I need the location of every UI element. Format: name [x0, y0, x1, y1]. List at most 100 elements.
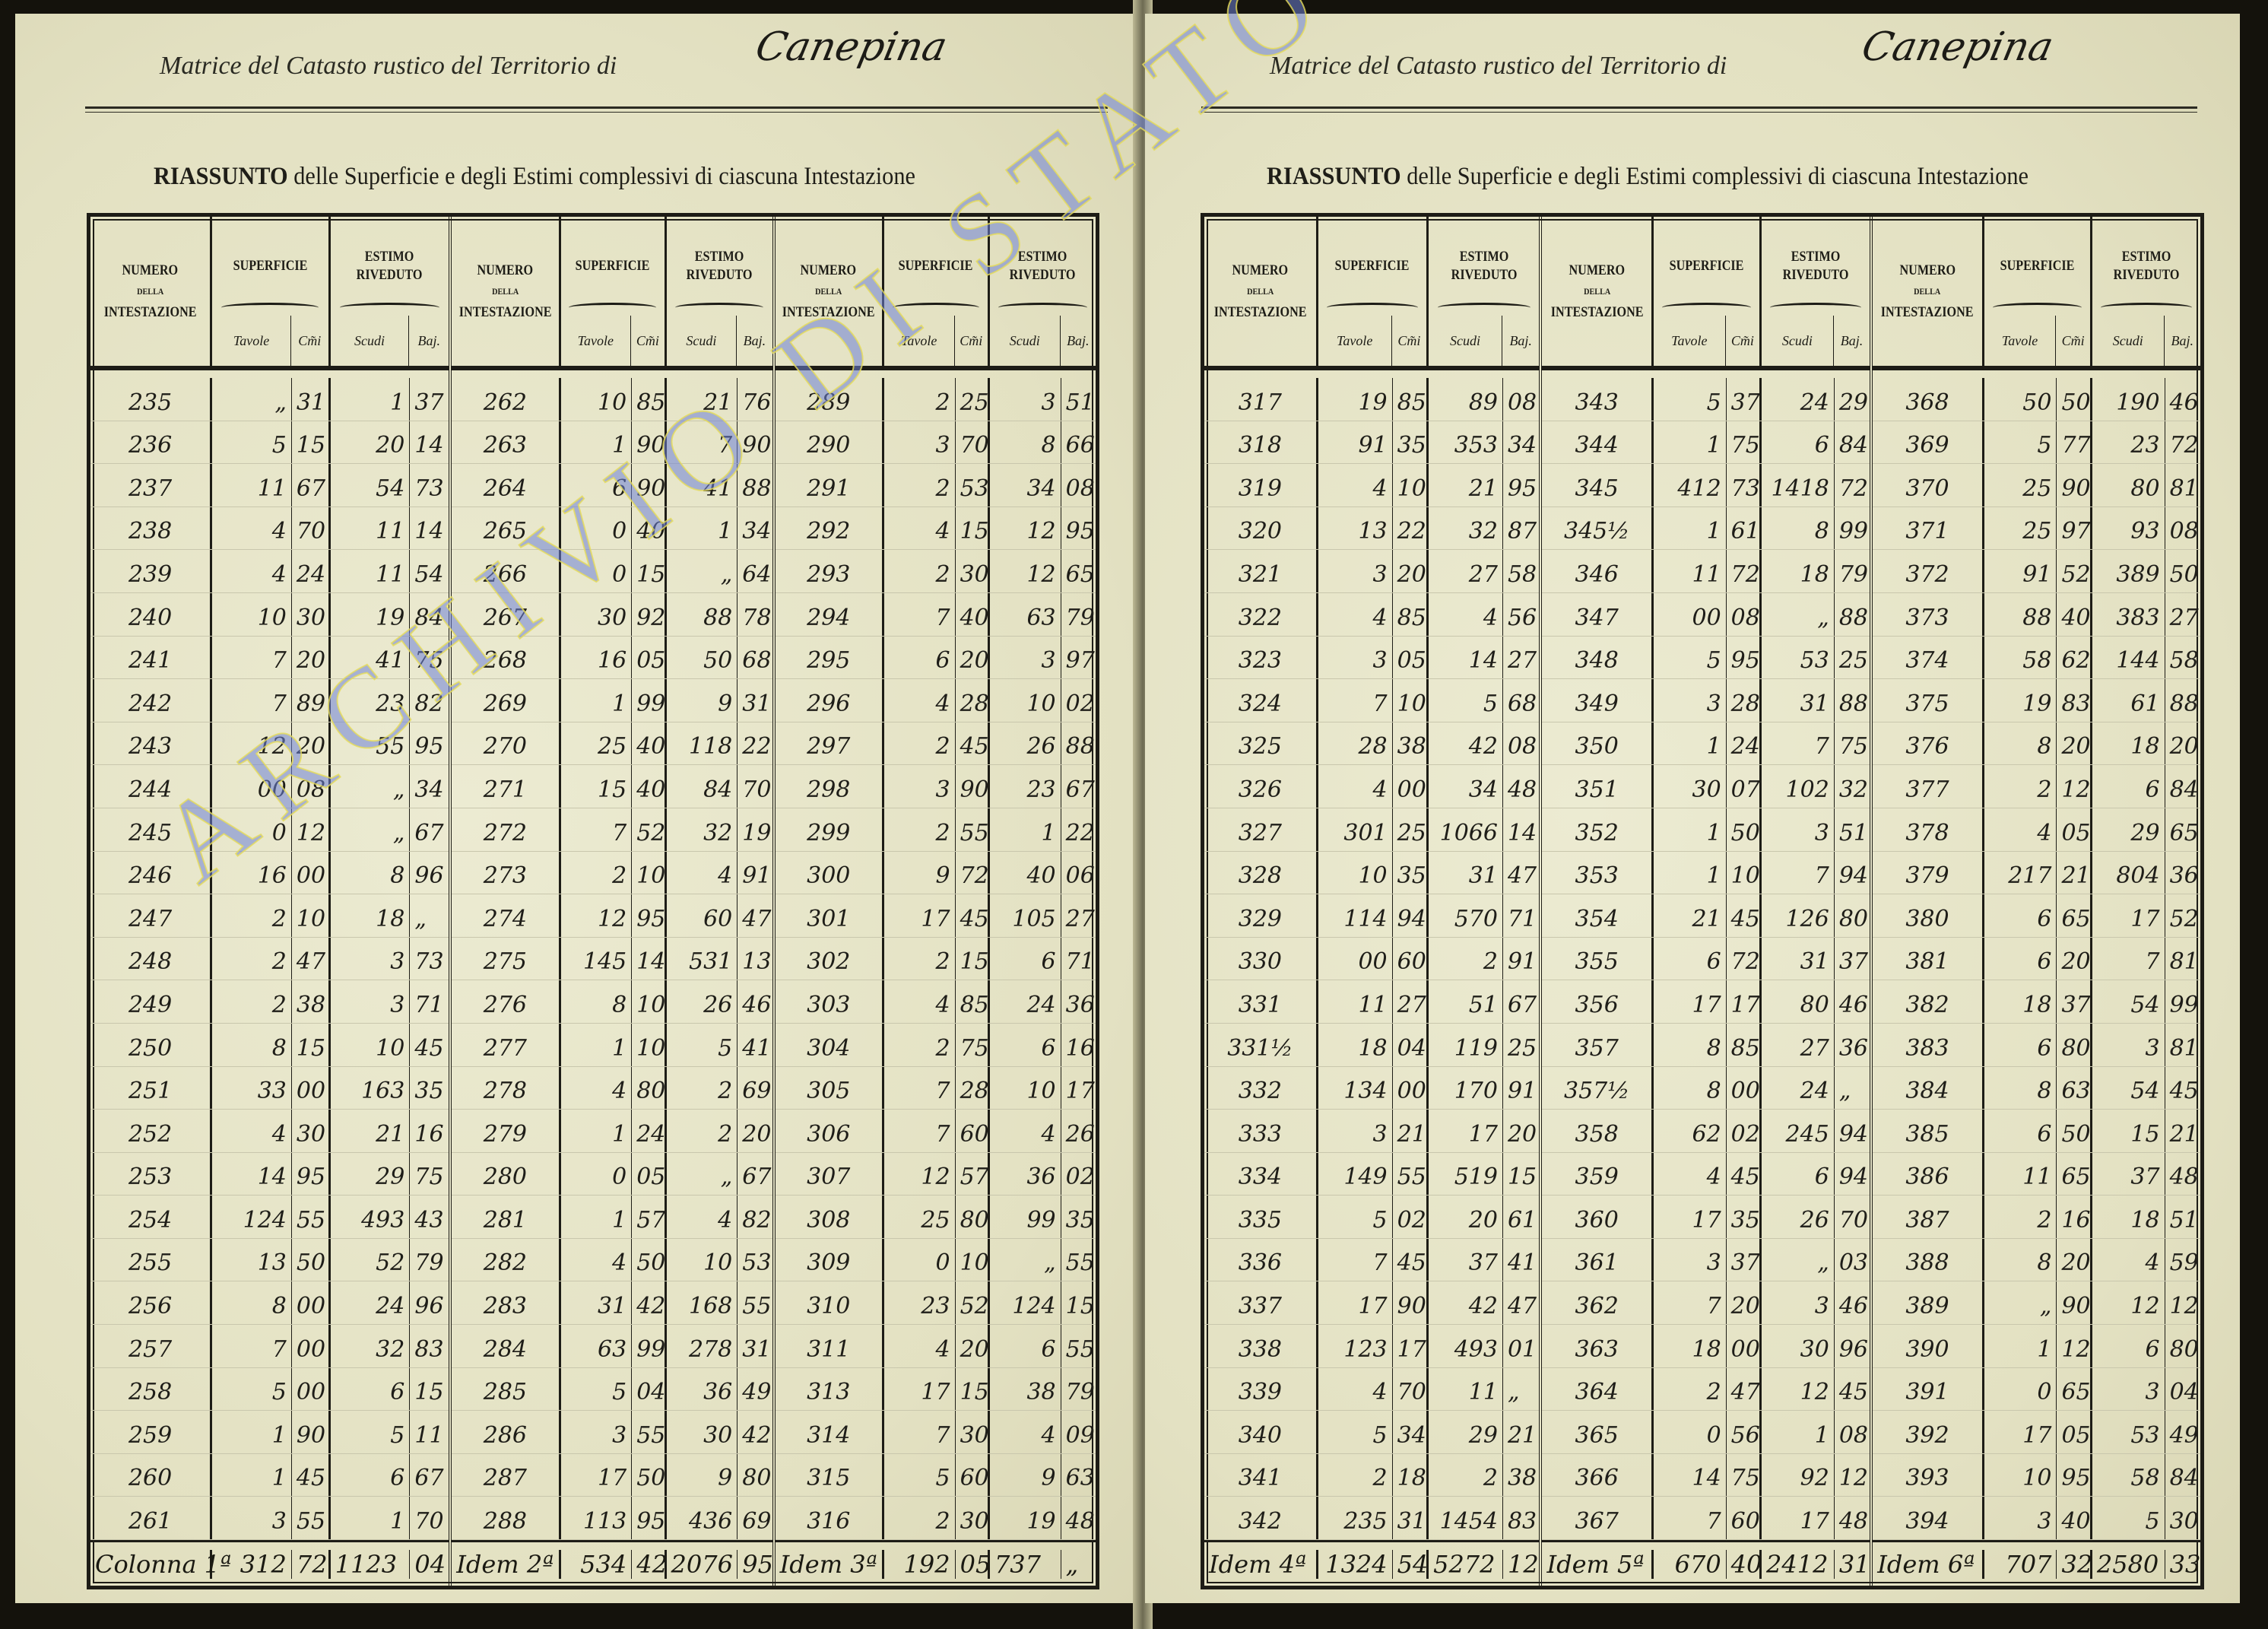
cell-centesimi: 37 — [1725, 1238, 1762, 1281]
cell-baiocchi: 27 — [1060, 894, 1096, 937]
table-row: 237 11 67 54 73 — [90, 464, 449, 507]
cell-baiocchi: 30 — [2164, 1497, 2200, 1540]
cell-scudi: 1 — [1041, 819, 1056, 846]
cell-scudi: 58 — [2130, 1465, 2160, 1492]
header-scudi: Scudi — [667, 316, 737, 366]
cell-scudi: 93 — [2130, 518, 2160, 545]
cell-tavole: 30 — [598, 604, 627, 631]
cell-tavole: 12 — [257, 733, 287, 761]
cell-baiocchi: 61 — [1502, 1196, 1539, 1238]
cell-centesimi: 62 — [2056, 636, 2092, 679]
cell-baiocchi: 34 — [409, 765, 449, 808]
cell-scudi: 53 — [1800, 647, 1829, 675]
table-row: 294 7 40 63 79 — [775, 592, 1096, 637]
cell-centesimi: 67 — [290, 464, 331, 506]
table-row: 262 10 85 21 76 — [452, 378, 772, 421]
cell-numero: 377 — [1873, 765, 1984, 808]
cell-scudi: 12 — [1026, 518, 1056, 545]
table-row: 263 1 90 7 90 — [452, 421, 772, 465]
cell-numero: 264 — [452, 464, 561, 506]
cell-numero: 299 — [776, 808, 884, 851]
cell-tavole: 3 — [1706, 1250, 1721, 1277]
cell-numero: 363 — [1542, 1325, 1654, 1367]
table-row: 238 4 70 11 14 — [90, 506, 449, 551]
cell-baiocchi: 35 — [1060, 1196, 1096, 1238]
cell-tavole: 17 — [1692, 991, 1721, 1018]
cell-scudi: 5 — [2145, 1508, 2160, 1535]
cell-centesimi: 85 — [954, 980, 990, 1023]
cell-numero: 357 — [1542, 1023, 1654, 1066]
cell-numero: 334 — [1204, 1152, 1318, 1196]
cell-numero: 367 — [1542, 1497, 1654, 1540]
cell-centesimi: 10 — [1725, 851, 1762, 894]
cell-tavole: 2 — [2037, 1206, 2052, 1234]
table-row: 273 2 10 4 91 — [452, 851, 772, 895]
table-row: 269 1 99 9 31 — [452, 679, 772, 722]
cell-scudi: 436 — [688, 1508, 733, 1535]
cell-numero: 375 — [1873, 679, 1984, 722]
cell-baiocchi: 65 — [1060, 550, 1096, 592]
cell-centesimi: 25 — [1391, 808, 1429, 851]
table-row: 365 0 56 1 08 — [1542, 1411, 1870, 1454]
cell-numero: 333 — [1204, 1110, 1318, 1152]
subtitle-rest: delle Superficie e degli Estimi compless… — [293, 163, 915, 190]
cell-numero: 287 — [452, 1453, 561, 1497]
header-baiocchi: Baj. — [1067, 332, 1090, 348]
cell-scudi: 7 — [1814, 733, 1829, 761]
header-centesimi: Cm̃i — [2056, 316, 2092, 366]
cell-scudi: 126 — [1785, 905, 1829, 932]
cell-centesimi: 20 — [954, 636, 990, 679]
cell-numero: 304 — [776, 1023, 884, 1066]
cell-baiocchi: 29 — [1833, 378, 1870, 421]
right-page: Matrice del Catasto rustico del Territor… — [1145, 14, 2240, 1603]
cell-numero: 394 — [1873, 1497, 1984, 1540]
cell-numero: 374 — [1873, 636, 1984, 679]
cell-tavole: 149 — [1343, 1164, 1388, 1191]
block-body: 262 10 85 21 76 263 1 90 7 90 264 6 90 41 88 265 0 40 1 34 2… — [452, 370, 772, 1541]
cell-tavole: 5 — [1706, 389, 1721, 416]
cell-scudi: 24 — [1800, 389, 1829, 416]
cell-baiocchi: 94 — [1833, 851, 1870, 894]
table-subtitle: RIASSUNTO delle Superficie e degli Estim… — [1267, 163, 2029, 191]
cell-baiocchi: 17 — [1060, 1066, 1096, 1110]
cell-tavole: 10 — [598, 389, 627, 416]
cell-baiocchi: 82 — [409, 679, 449, 722]
cell-tavole: 412 — [1677, 475, 1721, 502]
cell-numero: 260 — [90, 1453, 213, 1497]
cell-tavole: 7 — [1372, 690, 1388, 717]
cell-baiocchi: 79 — [1060, 592, 1096, 636]
cell-scudi: 1 — [390, 389, 405, 416]
cell-centesimi: 75 — [1725, 421, 1762, 464]
cell-scudi: „ — [392, 776, 405, 803]
cell-baiocchi: 55 — [737, 1281, 772, 1325]
cell-scudi: „ — [392, 819, 405, 846]
header-baiocchi: Baj. — [1840, 332, 1864, 348]
total-centesimi: 54 — [1391, 1549, 1429, 1579]
cell-tavole: 235 — [1343, 1508, 1388, 1535]
page-title: Matrice del Catasto rustico del Territor… — [1270, 52, 1727, 80]
cell-centesimi: 12 — [2056, 765, 2092, 808]
table-row: 259 1 90 5 11 — [90, 1411, 449, 1454]
cell-numero: 250 — [90, 1023, 213, 1066]
cell-baiocchi: 67 — [409, 1453, 449, 1497]
cell-centesimi: 85 — [1391, 592, 1429, 636]
cell-centesimi: 20 — [954, 1325, 990, 1367]
header-baiocchi: Baj. — [743, 332, 766, 348]
cell-baiocchi: 31 — [737, 1325, 772, 1367]
cell-scudi: 1454 — [1439, 1508, 1498, 1535]
cell-scudi: 2 — [718, 1078, 733, 1105]
cell-centesimi: 00 — [290, 1281, 331, 1325]
cell-scudi: 8 — [1814, 518, 1829, 545]
cell-scudi: 17 — [1800, 1508, 1829, 1535]
cell-tavole: 62 — [1692, 1120, 1721, 1148]
cell-tavole: 7 — [612, 819, 627, 846]
total-label: Idem 4ª — [1204, 1549, 1318, 1579]
cell-centesimi: 55 — [954, 808, 990, 851]
cell-scudi: 34 — [1468, 776, 1498, 803]
header-tavole: Tavole — [1318, 316, 1392, 366]
cell-tavole: 7 — [935, 1078, 950, 1105]
cell-centesimi: 14 — [631, 937, 667, 980]
cell-tavole: 134 — [1343, 1078, 1388, 1105]
table-row: 350 1 24 7 75 — [1542, 722, 1870, 766]
cell-scudi: 2 — [1483, 948, 1498, 976]
